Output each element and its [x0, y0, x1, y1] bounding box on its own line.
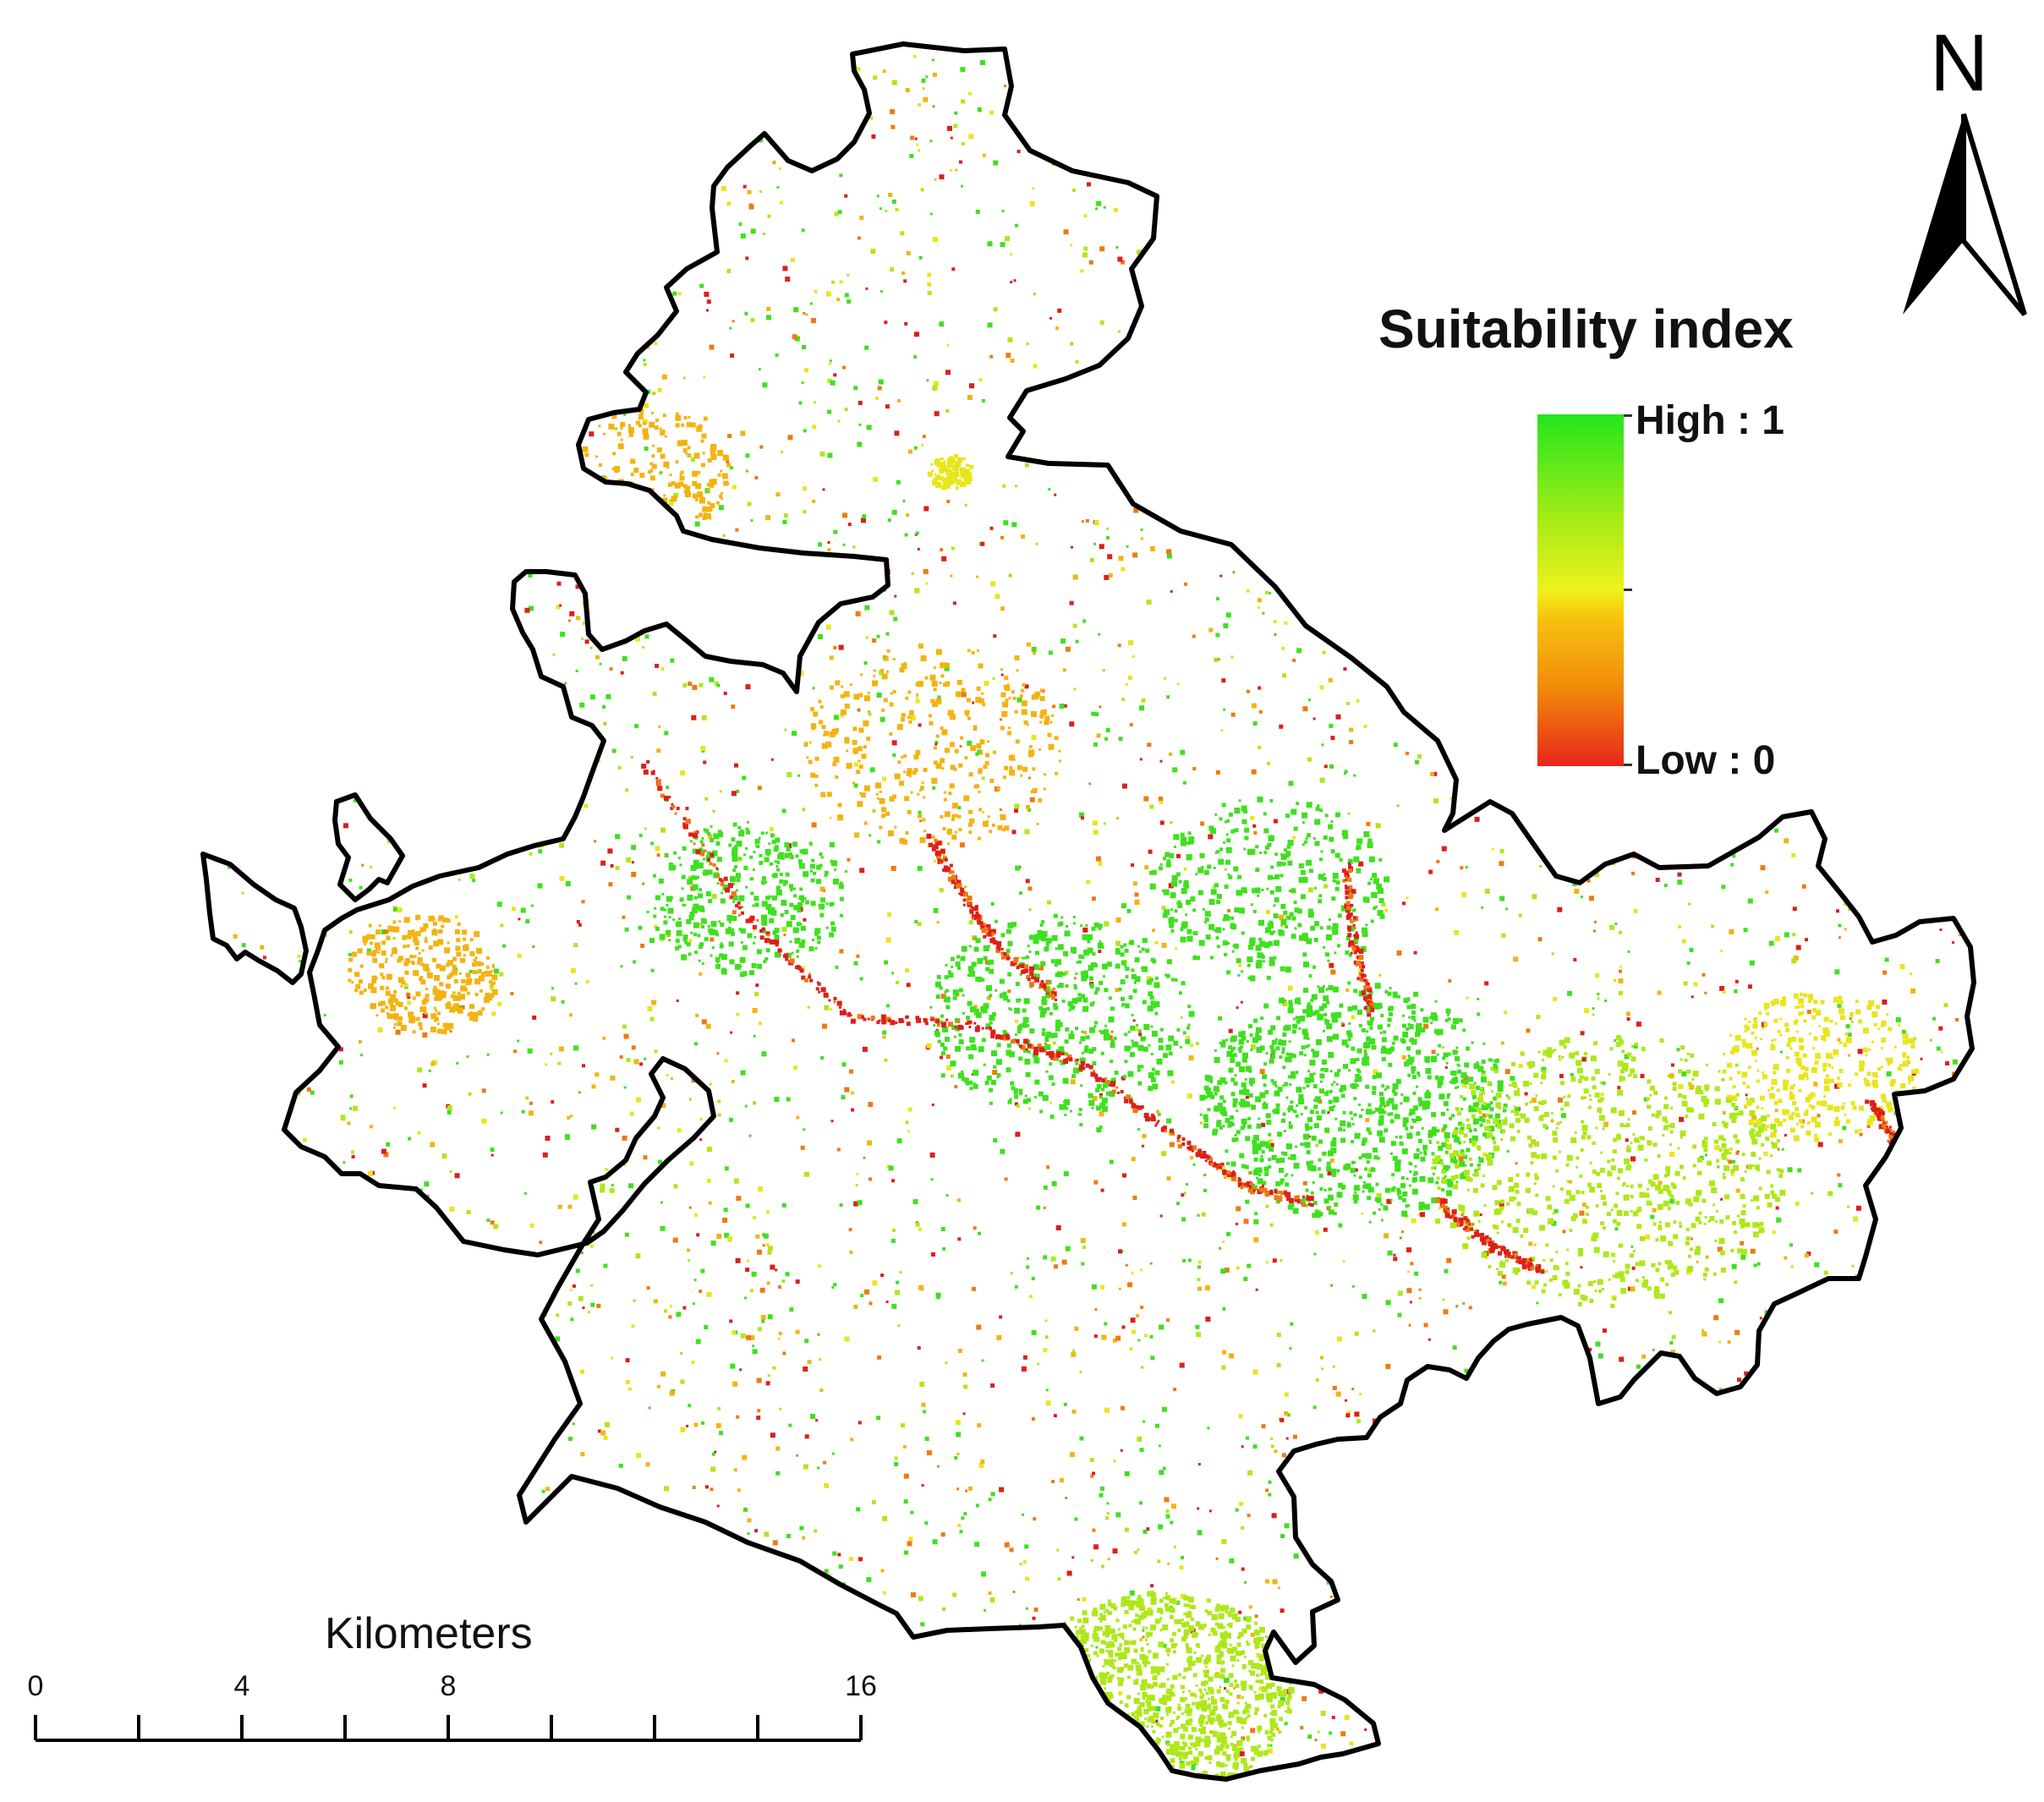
scale-bar [34, 1715, 863, 1742]
study-area-boundary [200, 41, 1976, 1782]
legend-color-ramp [1537, 414, 1624, 766]
legend-tick-high [1624, 414, 1632, 417]
scale-label-8: 8 [440, 1670, 457, 1702]
legend-tick-low [1624, 764, 1632, 766]
legend-tick-mid [1624, 589, 1632, 591]
north-arrow-icon [1903, 113, 2027, 316]
legend-low-label: Low : 0 [1636, 738, 1776, 783]
scale-label-16: 16 [845, 1670, 877, 1702]
scale-label-0: 0 [27, 1670, 44, 1702]
scale-unit-label: Kilometers [325, 1609, 533, 1658]
legend-title: Suitability index [1378, 299, 1794, 359]
legend-high-label: High : 1 [1636, 398, 1784, 443]
scale-label-4: 4 [233, 1670, 250, 1702]
north-label: N [1930, 18, 1989, 108]
